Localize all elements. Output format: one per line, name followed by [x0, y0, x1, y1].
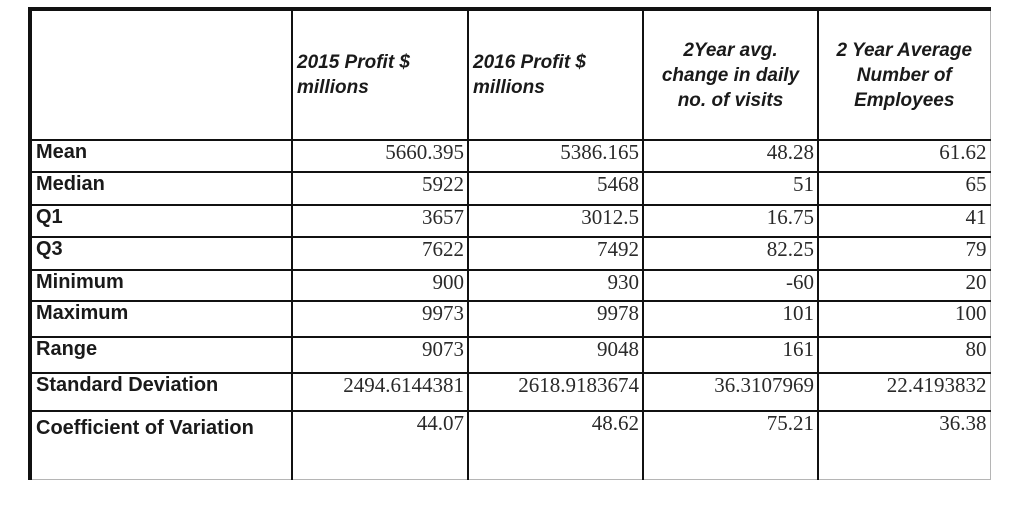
cell-2016-profit: 48.62 — [467, 410, 644, 480]
cell-visits-change: 16.75 — [642, 204, 819, 238]
table-row-maximum: Maximum 9973 9978 101 100 — [28, 300, 991, 338]
cell-2016-profit: 9978 — [467, 300, 644, 338]
cell-2016-profit: 3012.5 — [467, 204, 644, 238]
table-row-coefficient-of-variation: Coefficient of Variation 44.07 48.62 75.… — [28, 410, 991, 480]
header-visits-change: 2Year avg. change in daily no. of visits — [642, 7, 819, 141]
cell-visits-change: 36.3107969 — [642, 372, 819, 412]
cell-2015-profit: 9973 — [291, 300, 469, 338]
cell-visits-change: 101 — [642, 300, 819, 338]
cell-employees: 100 — [817, 300, 991, 338]
header-2015-profit: 2015 Profit $ millions — [291, 7, 469, 141]
table-row-median: Median 5922 5468 51 65 — [28, 171, 991, 206]
row-label: Median — [28, 171, 293, 206]
row-label: Minimum — [28, 269, 293, 302]
table-row-minimum: Minimum 900 930 -60 20 — [28, 269, 991, 302]
cell-employees: 65 — [817, 171, 991, 206]
summary-statistics-table: 2015 Profit $ millions 2016 Profit $ mil… — [28, 7, 991, 480]
cell-employees: 20 — [817, 269, 991, 302]
row-label: Q3 — [28, 236, 293, 271]
cell-2015-profit: 9073 — [291, 336, 469, 374]
cell-visits-change: 161 — [642, 336, 819, 374]
row-label: Mean — [28, 139, 293, 173]
cell-visits-change: 48.28 — [642, 139, 819, 173]
cell-visits-change: 82.25 — [642, 236, 819, 271]
cell-2016-profit: 7492 — [467, 236, 644, 271]
cell-employees: 41 — [817, 204, 991, 238]
cell-visits-change: 75.21 — [642, 410, 819, 480]
cell-employees: 61.62 — [817, 139, 991, 173]
cell-2015-profit: 3657 — [291, 204, 469, 238]
cell-2016-profit: 930 — [467, 269, 644, 302]
cell-2016-profit: 2618.9183674 — [467, 372, 644, 412]
cell-2015-profit: 900 — [291, 269, 469, 302]
row-label: Q1 — [28, 204, 293, 238]
header-2016-profit: 2016 Profit $ millions — [467, 7, 644, 141]
cell-visits-change: -60 — [642, 269, 819, 302]
table-row-range: Range 9073 9048 161 80 — [28, 336, 991, 374]
cell-2016-profit: 5468 — [467, 171, 644, 206]
cell-employees: 22.4193832 — [817, 372, 991, 412]
cell-2015-profit: 44.07 — [291, 410, 469, 480]
cell-2016-profit: 9048 — [467, 336, 644, 374]
header-row: 2015 Profit $ millions 2016 Profit $ mil… — [28, 7, 991, 141]
row-label: Range — [28, 336, 293, 374]
cell-employees: 36.38 — [817, 410, 991, 480]
row-label: Maximum — [28, 300, 293, 338]
header-employees: 2 Year Average Number of Employees — [817, 7, 991, 141]
row-label: Standard Deviation — [28, 372, 293, 412]
row-label: Coefficient of Variation — [28, 410, 293, 480]
cell-2015-profit: 2494.6144381 — [291, 372, 469, 412]
cell-2015-profit: 5922 — [291, 171, 469, 206]
table-row-standard-deviation: Standard Deviation 2494.6144381 2618.918… — [28, 372, 991, 412]
cell-2015-profit: 7622 — [291, 236, 469, 271]
table-row-q1: Q1 3657 3012.5 16.75 41 — [28, 204, 991, 238]
cell-2015-profit: 5660.395 — [291, 139, 469, 173]
cell-2016-profit: 5386.165 — [467, 139, 644, 173]
header-corner-cell — [28, 7, 293, 141]
cell-employees: 79 — [817, 236, 991, 271]
cell-visits-change: 51 — [642, 171, 819, 206]
cell-employees: 80 — [817, 336, 991, 374]
table-row-q3: Q3 7622 7492 82.25 79 — [28, 236, 991, 271]
table-row-mean: Mean 5660.395 5386.165 48.28 61.62 — [28, 139, 991, 173]
